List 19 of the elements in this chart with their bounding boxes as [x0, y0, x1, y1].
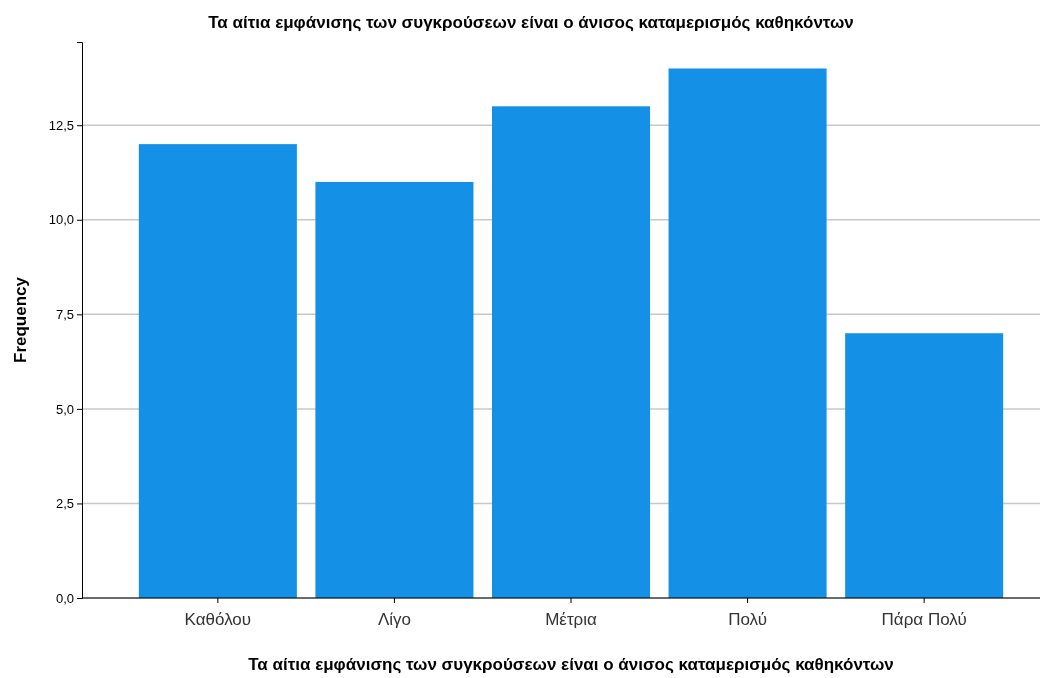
y-tick-label: 10,0	[48, 212, 74, 228]
bar	[668, 68, 827, 598]
y-tick-label: 2,5	[55, 496, 74, 512]
x-tick-label: Πάρα Πολύ	[881, 609, 967, 629]
y-tick-label: 5,0	[55, 401, 74, 417]
bar	[138, 144, 297, 598]
y-tick-label: 7,5	[55, 306, 74, 322]
y-tick-label: 12,5	[48, 117, 74, 133]
x-tick-label: Μέτρια	[545, 609, 598, 629]
y-tick-label: 0,0	[55, 590, 74, 606]
x-tick-label: Πολύ	[728, 609, 767, 629]
bar	[845, 333, 1004, 598]
x-axis-title: Τα αίτια εμφάνισης των συγκρούσεων είναι ο άνισος καταμερισμός καθηκόντων	[248, 655, 894, 674]
bar	[491, 106, 651, 598]
x-tick-label: Καθόλου	[184, 609, 252, 629]
chart-title: Τα αίτια εμφάνισης των συγκρούσεων είναι ο άνισος καταμερισμός καθηκόντων	[208, 13, 854, 32]
bar	[315, 181, 474, 598]
y-axis-title: Frequency	[11, 276, 30, 363]
x-tick-label: Λίγο	[377, 609, 411, 629]
